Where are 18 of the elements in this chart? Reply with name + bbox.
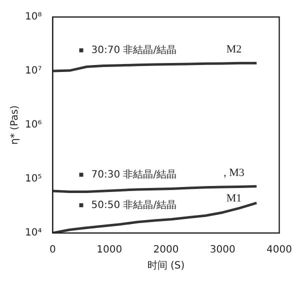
annotation: M1 <box>226 192 242 204</box>
legend-label: 50:50 非結晶/結晶 <box>91 198 177 211</box>
y-tick-label: 10⁶ <box>25 120 42 131</box>
y-axis-title: η* (Pas) <box>10 105 21 145</box>
x-tick-label: 4000 <box>266 244 292 256</box>
x-tick-label: 0 <box>50 244 56 256</box>
y-tick-label: 10⁸ <box>25 12 42 23</box>
x-axis-title: 时间 (S) <box>147 260 185 272</box>
annotation: M2 <box>226 43 242 56</box>
x-tick-label: 2000 <box>153 244 179 256</box>
legend-label: 30:70 非結晶/結晶 <box>91 44 177 56</box>
x-tick-label: 3000 <box>210 244 236 256</box>
y-tick-label: 10⁵ <box>25 174 42 185</box>
y-tick-label: 10⁴ <box>25 228 42 239</box>
legend-label: 70:30 非結晶/結晶 <box>91 168 177 180</box>
y-tick-label: 10⁷ <box>25 66 42 77</box>
x-tick-label: 1000 <box>96 244 122 256</box>
annotation: , M3 <box>224 166 245 179</box>
